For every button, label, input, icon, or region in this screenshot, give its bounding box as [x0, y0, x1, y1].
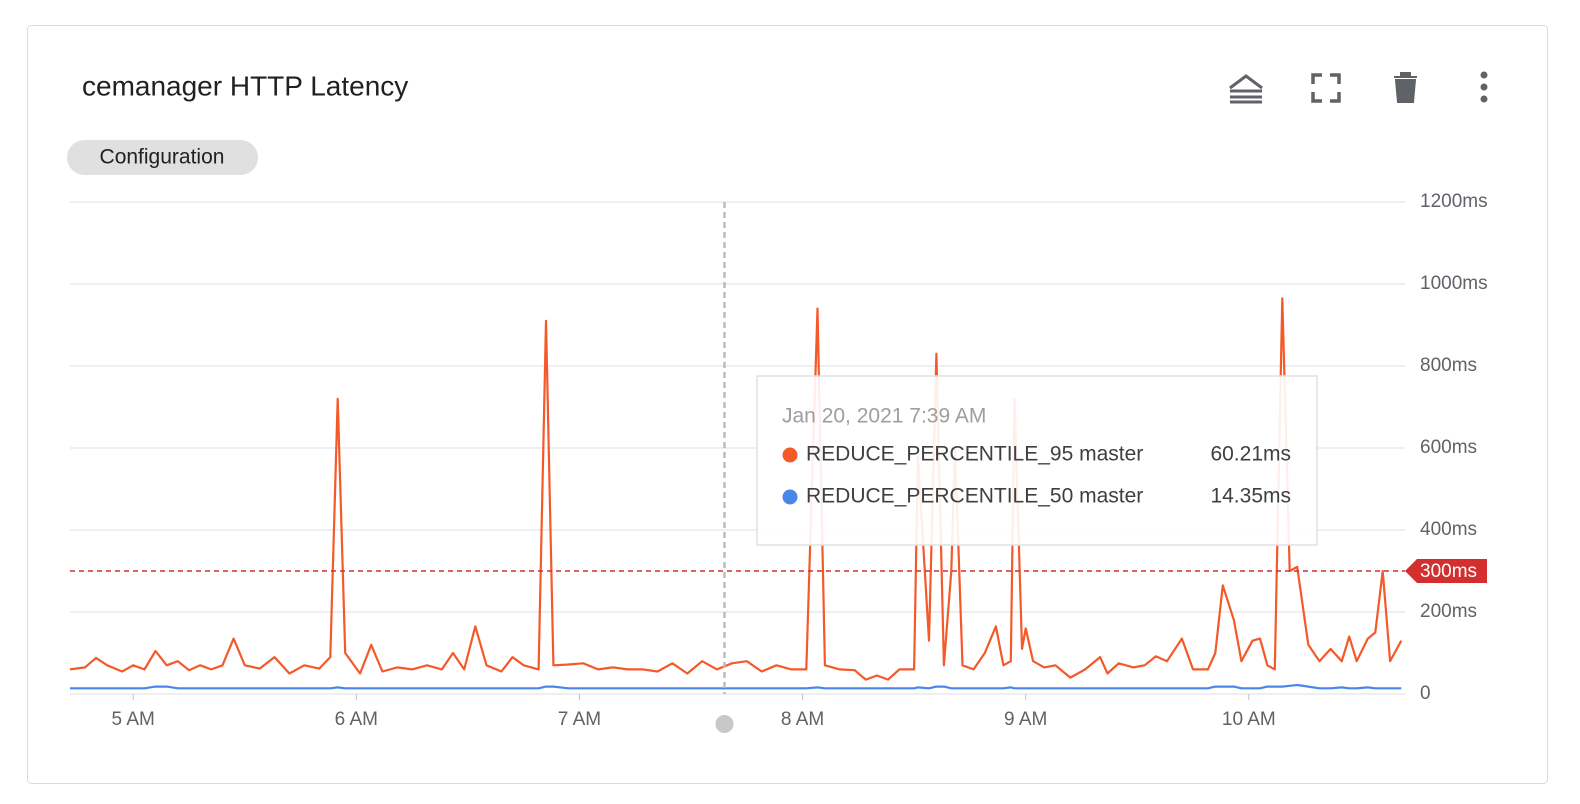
layers-icon[interactable]: [1229, 74, 1263, 104]
series-line: [69, 297, 1403, 681]
tooltip-value: 60.21ms: [1210, 443, 1291, 466]
series-line: [70, 683, 1402, 690]
icon-dot: [1480, 71, 1488, 79]
x-tick-label: 5 AM: [112, 709, 155, 730]
y-tick-label: 1000ms: [1420, 273, 1488, 294]
filter-chip[interactable]: [67, 140, 258, 175]
threshold-tag: [1405, 559, 1487, 583]
x-tick-label: 10 AM: [1222, 709, 1276, 730]
tooltip-series-name: REDUCE_PERCENTILE_95 master: [806, 443, 1143, 466]
threshold-label: 300ms: [1420, 561, 1477, 582]
tooltip-title: Jan 20, 2021 7:39 AM: [782, 405, 986, 428]
tooltip-box: [756, 375, 1318, 546]
icon-dot: [1480, 83, 1488, 91]
y-tick-label: 600ms: [1420, 437, 1477, 458]
tooltip-swatch: [782, 489, 798, 505]
y-tick-label: 1200ms: [1420, 191, 1488, 212]
more-icon[interactable]: [1480, 71, 1488, 103]
y-tick-label: 800ms: [1420, 355, 1477, 376]
y-tick-label: 0: [1420, 683, 1431, 704]
fullscreen-icon[interactable]: [1311, 73, 1341, 103]
x-tick-label: 9 AM: [1004, 709, 1047, 730]
icon-dot: [1480, 95, 1488, 103]
x-tick-label: 8 AM: [781, 709, 824, 730]
tooltip-value: 14.35ms: [1210, 485, 1291, 508]
tooltip-series-name: REDUCE_PERCENTILE_50 master: [806, 485, 1143, 508]
y-tick-label: 200ms: [1420, 601, 1477, 622]
delete-icon[interactable]: [1394, 72, 1417, 103]
card-title: cemanager HTTP Latency: [82, 70, 408, 101]
tooltip-swatch: [782, 447, 798, 463]
y-tick-label: 400ms: [1420, 519, 1477, 540]
x-tick-label: 7 AM: [558, 709, 601, 730]
filter-chip-label[interactable]: Configuration: [100, 146, 225, 169]
hover-handle: [715, 715, 734, 733]
tooltip: Jan 20, 2021 7:39 AM REDUCE_PERCENTILE_95…: [756, 375, 1318, 546]
icon-shape: [1229, 74, 1263, 90]
plot: 0 200ms 400ms 600ms 800ms 1000ms 1200ms 5 AM 6 A…: [69, 191, 1488, 733]
x-tick-label: 6 AM: [335, 709, 378, 730]
